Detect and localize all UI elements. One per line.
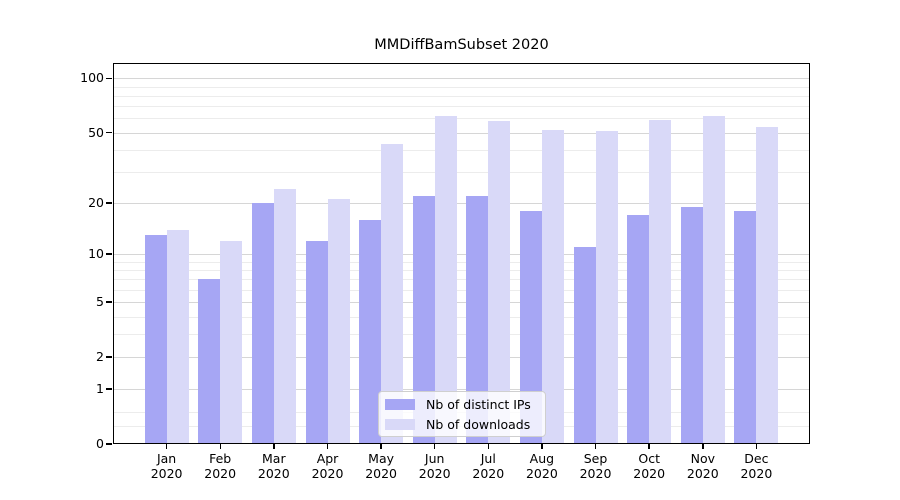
major-gridline-100 [113, 78, 810, 80]
ytick-label-20: 20 [88, 194, 104, 210]
xtick-mark-jun [433, 444, 436, 449]
bar-distinct-ips-nov [680, 206, 703, 444]
major-gridline-20 [113, 202, 810, 204]
minor-gridline-80 [113, 95, 810, 97]
bar-distinct-ips-aug [519, 210, 542, 444]
bar-downloads-may [381, 144, 404, 444]
bar-downloads-jul [488, 121, 511, 444]
xtick-mark-sep [594, 444, 597, 449]
xtick-label-feb: Feb 2020 [204, 451, 237, 481]
legend-entry-downloads: Nb of downloads [385, 416, 539, 432]
xtick-label-jun: Jun 2020 [418, 451, 451, 481]
bar-distinct-ips-oct [627, 215, 650, 444]
bar-downloads-feb [220, 240, 243, 444]
bar-downloads-oct [649, 119, 672, 444]
minor-gridline-3 [113, 334, 810, 336]
xtick-mark-apr [326, 444, 329, 449]
major-gridline-5 [113, 302, 810, 304]
minor-gridline-8 [113, 269, 810, 271]
legend-swatch-distinct-ips [385, 398, 415, 410]
bar-distinct-ips-may [359, 219, 382, 444]
bar-distinct-ips-jul [466, 195, 489, 444]
minor-gridline-60 [113, 118, 810, 120]
bar-downloads-jun [434, 115, 457, 444]
bar-distinct-ips-jun [412, 195, 435, 444]
xtick-mark-feb [219, 444, 221, 449]
bar-distinct-ips-feb [198, 279, 221, 444]
major-gridline-10 [113, 254, 810, 255]
chart-title: MMDiffBamSubset 2020 [374, 37, 549, 53]
xtick-label-mar: Mar 2020 [257, 451, 290, 481]
ytick-label-0: 0 [96, 436, 104, 451]
xtick-label-may: May 2020 [365, 451, 397, 481]
xtick-mark-jul [487, 444, 490, 449]
xtick-label-apr: Apr 2020 [311, 451, 344, 481]
ytick-label-2: 2 [96, 349, 104, 364]
bar-downloads-mar [273, 189, 296, 444]
xtick-label-jul: Jul 2020 [472, 451, 505, 481]
xtick-label-nov: Nov 2020 [686, 451, 719, 481]
minor-gridline-40 [113, 149, 810, 151]
xtick-mark-may [380, 444, 382, 449]
major-gridline-50 [113, 132, 810, 134]
xtick-label-sep: Sep 2020 [579, 451, 612, 481]
bar-downloads-jan [166, 229, 189, 444]
ytick-mark-2 [106, 356, 112, 358]
bar-downloads-apr [327, 199, 350, 444]
major-gridline-1 [113, 389, 810, 391]
xtick-mark-jan [165, 444, 168, 449]
minor-gridline-7 [113, 279, 810, 281]
xtick-mark-oct [648, 444, 650, 449]
xtick-mark-dec [755, 444, 758, 449]
legend-label-downloads: Nb of downloads [426, 416, 531, 432]
legend: Nb of distinct IPs Nb of downloads [378, 391, 546, 437]
bar-distinct-ips-sep [573, 247, 596, 444]
ytick-mark-5 [106, 301, 112, 303]
ytick-label-1: 1 [96, 381, 104, 397]
minor-gridline-70 [113, 106, 810, 108]
xtick-label-aug: Aug 2020 [525, 451, 558, 481]
legend-label-distinct-ips: Nb of distinct IPs [426, 396, 531, 412]
xtick-label-oct: Oct 2020 [633, 451, 666, 481]
legend-swatch-downloads [385, 418, 415, 430]
ytick-mark-50 [106, 131, 112, 134]
bar-distinct-ips-mar [251, 202, 274, 444]
xtick-mark-aug [541, 444, 543, 449]
bar-distinct-ips-dec [734, 210, 757, 444]
bar-downloads-sep [595, 131, 618, 444]
ytick-label-50: 50 [88, 124, 104, 140]
xtick-mark-mar [273, 444, 275, 449]
minor-gridline-9 [113, 261, 810, 263]
ytick-mark-0 [106, 443, 112, 445]
major-gridline-2 [113, 357, 810, 358]
xtick-label-jan: Jan 2020 [150, 451, 183, 481]
ytick-mark-10 [106, 253, 112, 255]
ytick-mark-1 [106, 388, 112, 390]
bar-distinct-ips-apr [305, 240, 328, 444]
minor-gridline-6 [113, 289, 810, 291]
minor-gridline-30 [113, 172, 810, 173]
bar-distinct-ips-jan [144, 234, 167, 444]
xtick-mark-nov [702, 444, 704, 449]
ytick-mark-100 [106, 77, 112, 80]
bar-downloads-nov [702, 115, 725, 444]
ytick-label-5: 5 [96, 294, 104, 310]
minor-gridline-4 [113, 316, 810, 318]
xtick-label-dec: Dec 2020 [740, 451, 773, 481]
bar-downloads-aug [541, 129, 564, 444]
ytick-mark-20 [106, 202, 112, 204]
minor-gridline-90 [113, 86, 810, 88]
bar-downloads-dec [756, 126, 779, 444]
ytick-label-10: 10 [88, 246, 104, 261]
ytick-label-100: 100 [80, 70, 104, 86]
legend-entry-distinct-ips: Nb of distinct IPs [385, 396, 539, 412]
